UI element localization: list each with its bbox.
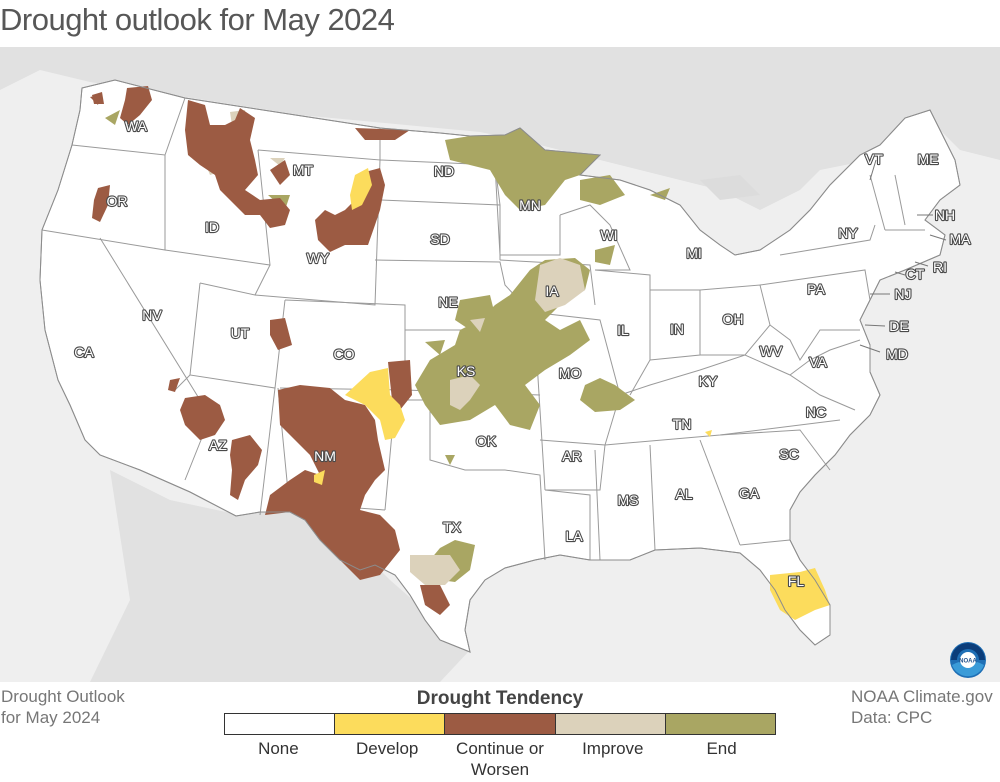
- footer-left-line2: for May 2024: [1, 708, 101, 727]
- state-label-ca: CA: [74, 344, 94, 360]
- state-label-de: DE: [889, 318, 908, 334]
- legend-swatch-develop: [335, 714, 446, 734]
- state-label-ia: IA: [545, 283, 559, 299]
- state-label-nd: ND: [434, 163, 454, 179]
- state-label-mt: MT: [293, 162, 314, 178]
- footer-left-line1: Drought Outlook: [1, 687, 125, 706]
- state-label-nj: NJ: [894, 286, 911, 302]
- legend-swatch-continue: [445, 714, 556, 734]
- state-label-nc: NC: [806, 404, 826, 420]
- mexico-land: [90, 470, 470, 682]
- state-label-ok: OK: [476, 433, 497, 449]
- state-label-ky: KY: [699, 373, 718, 389]
- state-label-id: ID: [205, 219, 219, 235]
- state-label-nh: NH: [935, 207, 955, 223]
- state-label-ct: CT: [906, 266, 925, 282]
- conus-outline: [39, 79, 961, 653]
- leader-lines: [859, 159, 947, 353]
- legend-bar: [224, 713, 776, 735]
- footer-right-line1: NOAA Climate.gov: [851, 687, 993, 706]
- footer-left: Drought Outlook for May 2024: [1, 686, 125, 728]
- state-label-nm: NM: [314, 448, 336, 464]
- legend-label-continue: Continue or Worsen: [456, 739, 544, 779]
- drought-map: WA OR CA ID NV MT WY UT AZ CO NM ND SD N…: [0, 47, 1000, 682]
- state-label-ks: KS: [457, 363, 476, 379]
- state-label-wy: WY: [307, 250, 330, 266]
- state-label-ny: NY: [838, 225, 858, 241]
- state-label-tx: TX: [443, 519, 462, 535]
- state-label-or: OR: [107, 193, 128, 209]
- legend-swatch-end: [665, 714, 776, 734]
- state-label-me: ME: [918, 151, 939, 167]
- canada-land: [0, 47, 1000, 210]
- state-label-ms: MS: [618, 492, 639, 508]
- state-label-mo: MO: [559, 365, 582, 381]
- state-label-oh: OH: [723, 311, 744, 327]
- state-label-nv: NV: [142, 307, 162, 323]
- legend-labels: None Develop Continue or Worsen Improve …: [224, 738, 776, 780]
- state-label-la: LA: [565, 528, 583, 544]
- footer-right-line2: Data: CPC: [851, 708, 933, 727]
- state-label-in: IN: [670, 321, 684, 337]
- state-labels: WA OR CA ID NV MT WY UT AZ CO NM ND SD N…: [73, 117, 972, 590]
- state-label-sd: SD: [430, 231, 449, 247]
- footer-right: NOAA Climate.gov Data: CPC: [851, 686, 998, 728]
- state-label-md: MD: [886, 346, 908, 362]
- map-title: Drought outlook for May 2024: [0, 2, 395, 37]
- legend-label-improve: Improve: [582, 739, 644, 758]
- legend-swatch-improve: [555, 714, 666, 734]
- state-label-ga: GA: [739, 485, 760, 501]
- state-label-az: AZ: [209, 437, 227, 453]
- state-label-tn: TN: [673, 416, 692, 432]
- state-label-ar: AR: [562, 448, 581, 464]
- state-label-wi: WI: [600, 227, 617, 243]
- legend-label-develop: Develop: [356, 739, 419, 758]
- state-label-va: VA: [809, 354, 827, 370]
- great-lakes: [650, 175, 800, 292]
- state-label-co: CO: [334, 346, 355, 362]
- state-label-mi: MI: [686, 245, 702, 261]
- state-label-ri: RI: [933, 259, 947, 275]
- legend-label-none: None: [258, 739, 299, 758]
- legend-label-end: End: [706, 739, 737, 758]
- noaa-logo: NOAA: [950, 642, 986, 678]
- state-label-wv: WV: [760, 343, 783, 359]
- legend-title: Drought Tendency: [416, 688, 584, 709]
- state-label-mn: MN: [519, 197, 541, 213]
- noaa-logo-text: NOAA: [959, 659, 977, 665]
- state-label-ma: MA: [950, 231, 972, 247]
- state-label-il: IL: [617, 322, 629, 338]
- state-label-pa: PA: [807, 281, 825, 297]
- state-label-fl: FL: [788, 573, 805, 589]
- state-label-vt: VT: [865, 151, 883, 167]
- state-label-sc: SC: [779, 446, 798, 462]
- state-label-ne: NE: [438, 294, 457, 310]
- develop-areas: [314, 168, 830, 620]
- state-label-ut: UT: [231, 325, 250, 341]
- legend-swatch-none: [225, 714, 336, 734]
- state-label-al: AL: [675, 486, 692, 502]
- state-label-wa: WA: [125, 118, 148, 134]
